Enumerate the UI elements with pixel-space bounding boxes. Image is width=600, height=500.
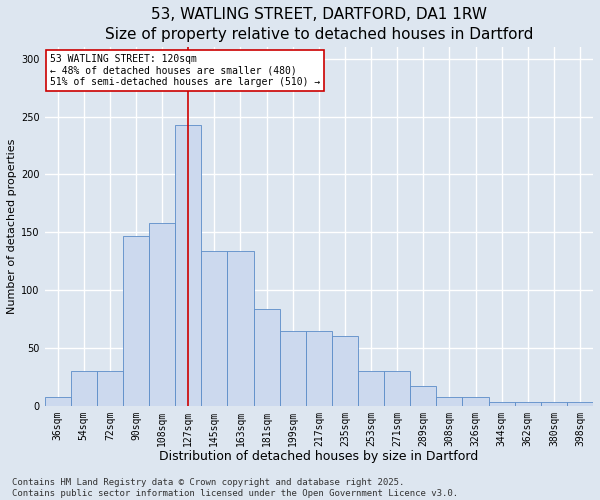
Bar <box>488 402 515 406</box>
Bar <box>436 396 463 406</box>
Bar <box>175 124 201 406</box>
Bar <box>97 371 123 406</box>
Bar <box>567 402 593 406</box>
Bar <box>463 396 488 406</box>
Title: 53, WATLING STREET, DARTFORD, DA1 1RW
Size of property relative to detached hous: 53, WATLING STREET, DARTFORD, DA1 1RW Si… <box>104 7 533 42</box>
Bar <box>254 308 280 406</box>
Bar <box>280 330 306 406</box>
Text: Contains HM Land Registry data © Crown copyright and database right 2025.
Contai: Contains HM Land Registry data © Crown c… <box>12 478 458 498</box>
Bar <box>410 386 436 406</box>
Bar <box>149 223 175 406</box>
Bar <box>123 236 149 406</box>
X-axis label: Distribution of detached houses by size in Dartford: Distribution of detached houses by size … <box>159 450 478 463</box>
Bar <box>358 371 384 406</box>
Text: 53 WATLING STREET: 120sqm
← 48% of detached houses are smaller (480)
51% of semi: 53 WATLING STREET: 120sqm ← 48% of detac… <box>50 54 320 88</box>
Bar <box>306 330 332 406</box>
Bar <box>332 336 358 406</box>
Y-axis label: Number of detached properties: Number of detached properties <box>7 138 17 314</box>
Bar <box>71 371 97 406</box>
Bar <box>515 402 541 406</box>
Bar <box>384 371 410 406</box>
Bar <box>44 396 71 406</box>
Bar <box>201 250 227 406</box>
Bar <box>541 402 567 406</box>
Bar <box>227 250 254 406</box>
